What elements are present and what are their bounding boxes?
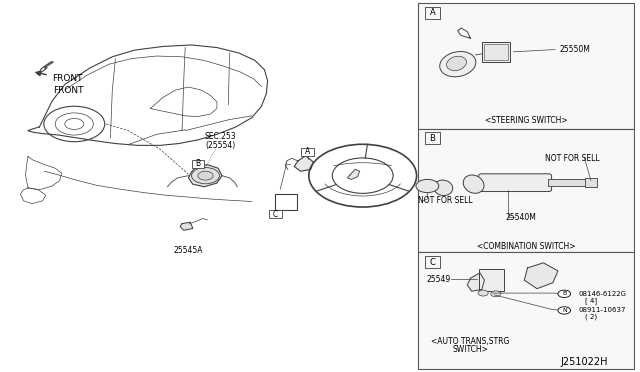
Bar (548, 179, 586, 186)
Text: FRONT: FRONT (53, 86, 84, 94)
Polygon shape (188, 164, 222, 187)
Polygon shape (467, 273, 484, 291)
Circle shape (191, 167, 220, 184)
Ellipse shape (434, 180, 452, 196)
Text: J251022H: J251022H (561, 357, 608, 368)
Bar (275, 195, 298, 210)
Circle shape (558, 307, 571, 314)
Polygon shape (38, 62, 53, 74)
Bar (479, 269, 504, 291)
Bar (419, 253, 634, 369)
Text: [ 4]: [ 4] (584, 297, 596, 304)
Bar (425, 7, 440, 19)
Bar (191, 160, 204, 168)
Text: 25550M: 25550M (559, 45, 590, 54)
Text: 25545A: 25545A (173, 246, 203, 255)
Text: C: C (429, 257, 435, 267)
Ellipse shape (463, 175, 484, 193)
Bar (425, 132, 440, 144)
Bar (301, 148, 314, 156)
Circle shape (558, 290, 571, 298)
Text: 08146-6122G: 08146-6122G (578, 291, 626, 297)
Circle shape (416, 179, 439, 193)
Text: A: A (429, 8, 435, 17)
Circle shape (491, 291, 501, 297)
Bar (584, 178, 597, 187)
FancyBboxPatch shape (479, 174, 552, 192)
Text: C: C (273, 209, 278, 219)
Text: A: A (305, 147, 310, 156)
Ellipse shape (440, 52, 476, 77)
Circle shape (478, 290, 488, 296)
Text: B: B (429, 134, 435, 143)
Text: N: N (562, 308, 566, 313)
Bar (419, 3, 634, 129)
Bar (419, 129, 634, 253)
Text: ( 2): ( 2) (584, 314, 596, 320)
Circle shape (198, 171, 213, 180)
Text: SWITCH>: SWITCH> (452, 345, 488, 354)
Polygon shape (180, 222, 193, 230)
Bar (269, 210, 282, 218)
Polygon shape (348, 169, 360, 179)
Text: 25549: 25549 (427, 275, 451, 283)
Text: NOT FOR SELL: NOT FOR SELL (545, 154, 599, 163)
Bar (425, 256, 440, 268)
Text: <STEERING SWITCH>: <STEERING SWITCH> (485, 116, 568, 125)
Text: NOT FOR SELL: NOT FOR SELL (418, 196, 472, 205)
Text: SEC.253: SEC.253 (204, 132, 236, 141)
Text: B: B (195, 159, 200, 169)
Text: <AUTO TRANS,STRG: <AUTO TRANS,STRG (431, 337, 509, 346)
Bar (484, 44, 508, 61)
Text: B: B (562, 291, 566, 296)
Text: 25540M: 25540M (506, 213, 536, 222)
Text: 08911-10637: 08911-10637 (578, 307, 626, 314)
Polygon shape (294, 156, 313, 171)
Polygon shape (524, 263, 558, 289)
Bar (482, 42, 510, 62)
Text: FRONT: FRONT (52, 74, 83, 83)
Text: (25554): (25554) (205, 141, 235, 150)
Text: <COMBINATION SWITCH>: <COMBINATION SWITCH> (477, 243, 575, 251)
Ellipse shape (447, 56, 467, 71)
